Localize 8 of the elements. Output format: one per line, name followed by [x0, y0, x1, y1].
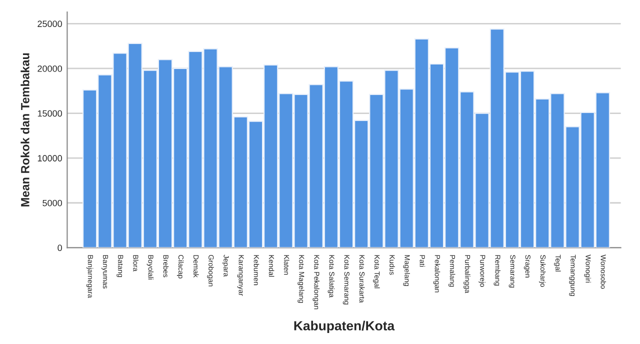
y-tick-label: 20000: [38, 65, 62, 72]
y-tick-label: 0: [58, 244, 62, 252]
x-axis-title: Kabupaten/Kota: [294, 320, 395, 334]
y-axis-title: Mean Rokok dan Tembakau: [20, 53, 30, 206]
y-tick-label: 5000: [42, 200, 62, 206]
y-tick-label: 25000: [38, 20, 62, 28]
y-tick-label: 15000: [38, 110, 62, 117]
y-tick-label: 10000: [38, 155, 62, 162]
